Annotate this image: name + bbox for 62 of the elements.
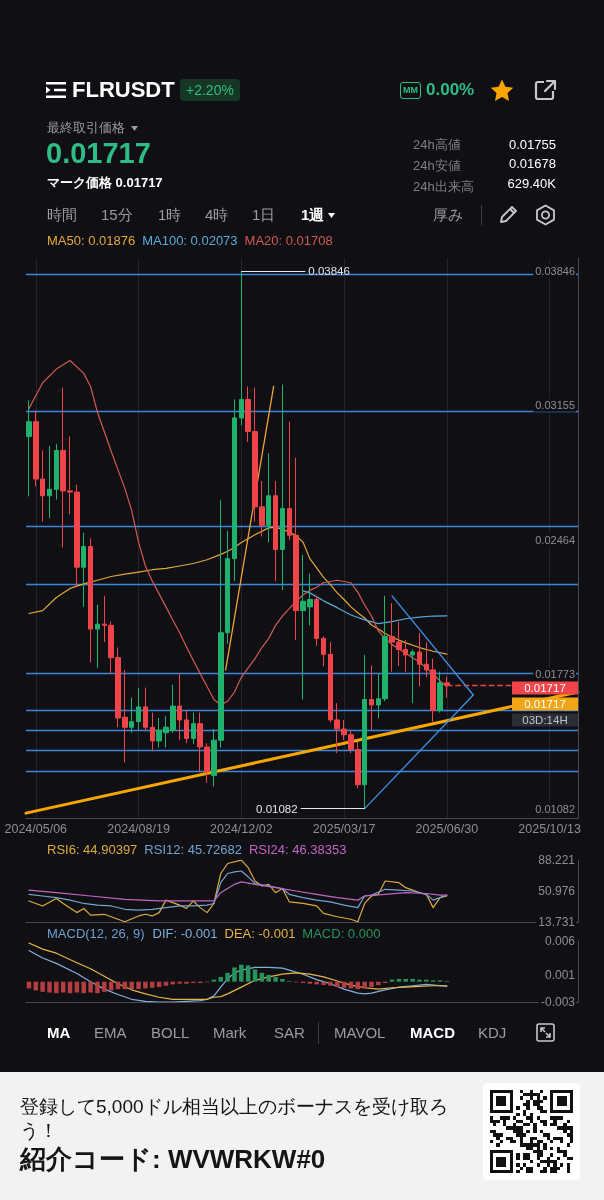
y-tick-label: 88.221 xyxy=(538,853,576,867)
text: 0.01755 xyxy=(509,137,556,153)
x-tick-label: 2025/03/17 xyxy=(312,821,376,836)
text: BOLL xyxy=(151,1024,190,1042)
y-tick-label: 0.006 xyxy=(544,934,576,948)
text: MACD: 0.000 xyxy=(302,926,381,941)
x-tick-label: 2024/08/19 xyxy=(107,821,170,836)
text: 1時 xyxy=(158,206,182,224)
y-tick-label: 0.01773 xyxy=(535,668,575,681)
text: 24h出来高 xyxy=(413,179,474,195)
y-tick-label: 0.03846 xyxy=(535,264,575,277)
text: マーク価格 0.01717 xyxy=(47,175,163,191)
y-tick-label: 13.731 xyxy=(538,915,576,929)
text: 厚み xyxy=(433,206,463,224)
text: Mark xyxy=(213,1024,247,1042)
text: DIF: -0.001 xyxy=(152,926,218,941)
legend-title: MACD(12, 26, 9) xyxy=(47,926,145,941)
text: 0.01678 xyxy=(509,156,556,172)
text: EMA xyxy=(94,1024,127,1042)
text: MM xyxy=(400,81,421,99)
text: 0.00% xyxy=(426,79,475,101)
text: 0.01717 xyxy=(46,135,151,171)
text: MA xyxy=(47,1024,71,1042)
series-label: RSI12: 45.72682 xyxy=(144,842,242,857)
y-tick-label: 0.03155 xyxy=(535,399,575,412)
text: 4時 xyxy=(205,206,229,224)
x-tick-label: 2024/05/06 xyxy=(4,821,68,836)
x-tick-label: 2024/12/02 xyxy=(210,821,273,836)
text: 登録して5,000ドル相当以上のボーナスを受け取ろう！ xyxy=(20,1095,449,1143)
text: MA50: 0.01876 xyxy=(47,233,136,248)
text: 24h高値 xyxy=(413,137,461,153)
y-tick-label: -0.003 xyxy=(540,995,576,1009)
text: KDJ xyxy=(478,1024,507,1042)
series-label: RSI24: 46.38353 xyxy=(248,842,347,857)
text: 最終取引価格 xyxy=(47,120,125,136)
text: MA20: 0.01708 xyxy=(244,233,333,248)
text: 紹介コード: WVWRKW#0 xyxy=(20,1144,326,1176)
text: MAVOL xyxy=(334,1024,386,1042)
x-tick-label: 2025/10/13 xyxy=(518,821,581,836)
ref-line-label: 0.01717 xyxy=(524,682,566,695)
annotation: 0.03846 xyxy=(308,264,350,277)
annotation: 03D:14H xyxy=(522,714,568,727)
text: 1週 xyxy=(301,206,325,224)
y-tick-label: 0.01082 xyxy=(535,802,575,815)
text: MACD xyxy=(410,1024,455,1042)
y-tick-label: 50.976 xyxy=(538,884,576,898)
text: 629.40K xyxy=(507,176,556,192)
y-tick-label: 0.001 xyxy=(544,967,576,982)
text: +2.20% xyxy=(180,78,240,102)
text: MA100: 0.02073 xyxy=(142,233,238,248)
annotation: 0.01082 xyxy=(256,802,298,815)
text: 時間 xyxy=(47,206,77,224)
text: RSI6: 44.90397 xyxy=(47,842,138,857)
text: SAR xyxy=(274,1024,305,1042)
text: FLRUSDT xyxy=(72,76,175,104)
text: 15分 xyxy=(101,206,133,224)
text: 24h安値 xyxy=(413,158,461,174)
y-tick-label: 0.02464 xyxy=(535,533,575,546)
x-tick-label: 2025/06/30 xyxy=(415,821,479,836)
text: 1日 xyxy=(252,206,276,224)
annotation: 0.01717 xyxy=(524,698,566,711)
text: DEA: -0.001 xyxy=(224,926,296,941)
